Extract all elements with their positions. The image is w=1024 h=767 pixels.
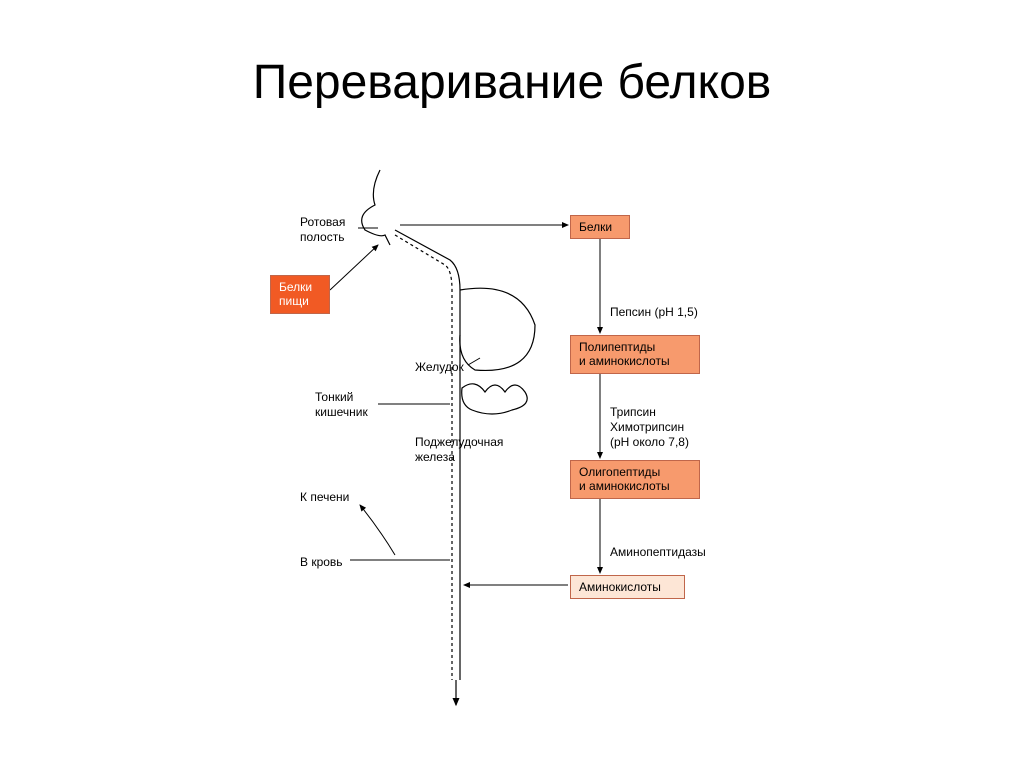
box-polypeptides: Полипептиды и аминокислоты (570, 335, 700, 374)
label-to-blood: В кровь (300, 555, 343, 570)
label-stomach: Желудок (415, 360, 464, 375)
to-liver-arrow (360, 505, 395, 555)
box-aminoacids: Аминокислоты (570, 575, 685, 599)
label-small-intestine: Тонкий кишечник (315, 390, 368, 420)
label-trypsin: Трипсин Химотрипсин (pH около 7,8) (610, 405, 689, 450)
page-title: Переваривание белков (0, 55, 1024, 110)
label-oral-cavity: Ротовая полость (300, 215, 345, 245)
stomach-label-line (468, 358, 480, 365)
box-proteins: Белки (570, 215, 630, 239)
diagram-container: Белки пищи Белки Полипептиды и аминокисл… (250, 160, 810, 720)
food-to-mouth (330, 245, 378, 290)
box-oligopeptides: Олигопептиды и аминокислоты (570, 460, 700, 499)
label-aminopeptidases: Аминопептидазы (610, 545, 706, 560)
label-to-liver: К печени (300, 490, 349, 505)
box-food-proteins: Белки пищи (270, 275, 330, 314)
label-pepsin: Пепсин (pH 1,5) (610, 305, 698, 320)
label-pancreas: Поджелудочная железа (415, 435, 503, 465)
